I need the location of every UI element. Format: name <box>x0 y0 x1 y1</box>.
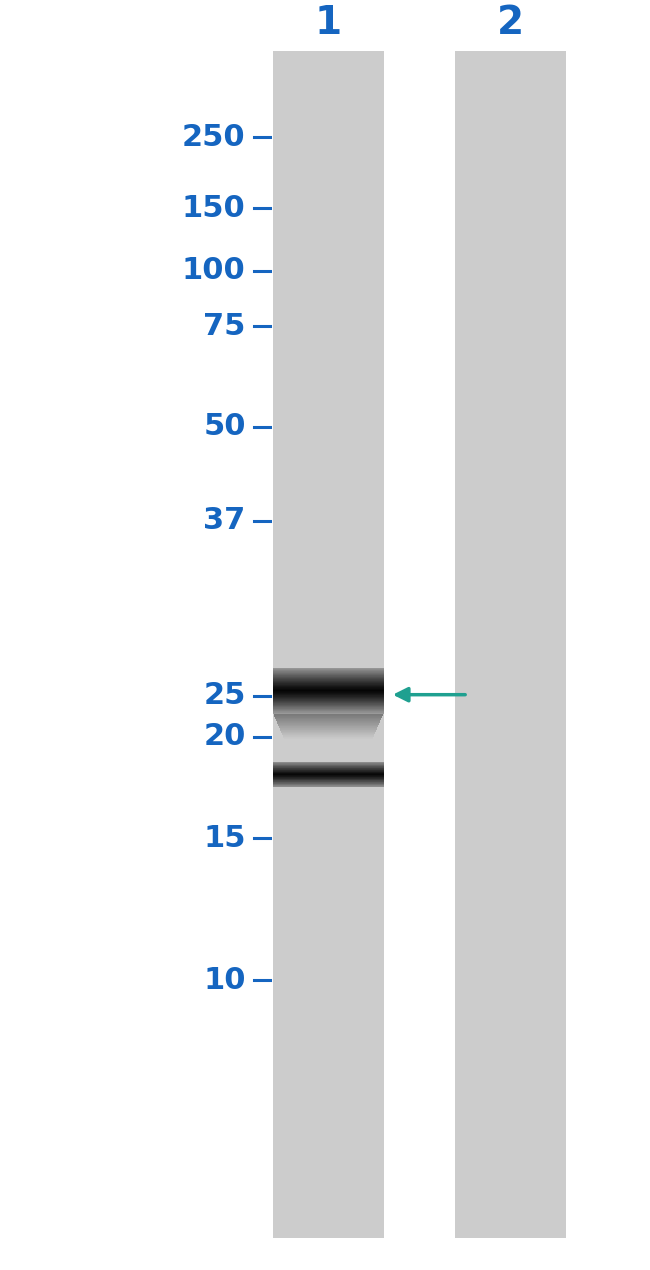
Text: 150: 150 <box>182 194 246 222</box>
Text: 100: 100 <box>182 257 246 284</box>
Text: 250: 250 <box>182 123 246 151</box>
Text: 10: 10 <box>203 966 246 994</box>
Bar <box>455 51 566 1238</box>
Text: 37: 37 <box>203 507 246 535</box>
Text: 20: 20 <box>203 723 246 751</box>
Text: 1: 1 <box>315 4 342 42</box>
Text: 2: 2 <box>497 4 524 42</box>
Bar <box>273 51 384 1238</box>
Text: 25: 25 <box>203 682 246 710</box>
Text: 75: 75 <box>203 312 246 340</box>
Text: 15: 15 <box>203 824 246 852</box>
Text: 50: 50 <box>203 413 246 441</box>
